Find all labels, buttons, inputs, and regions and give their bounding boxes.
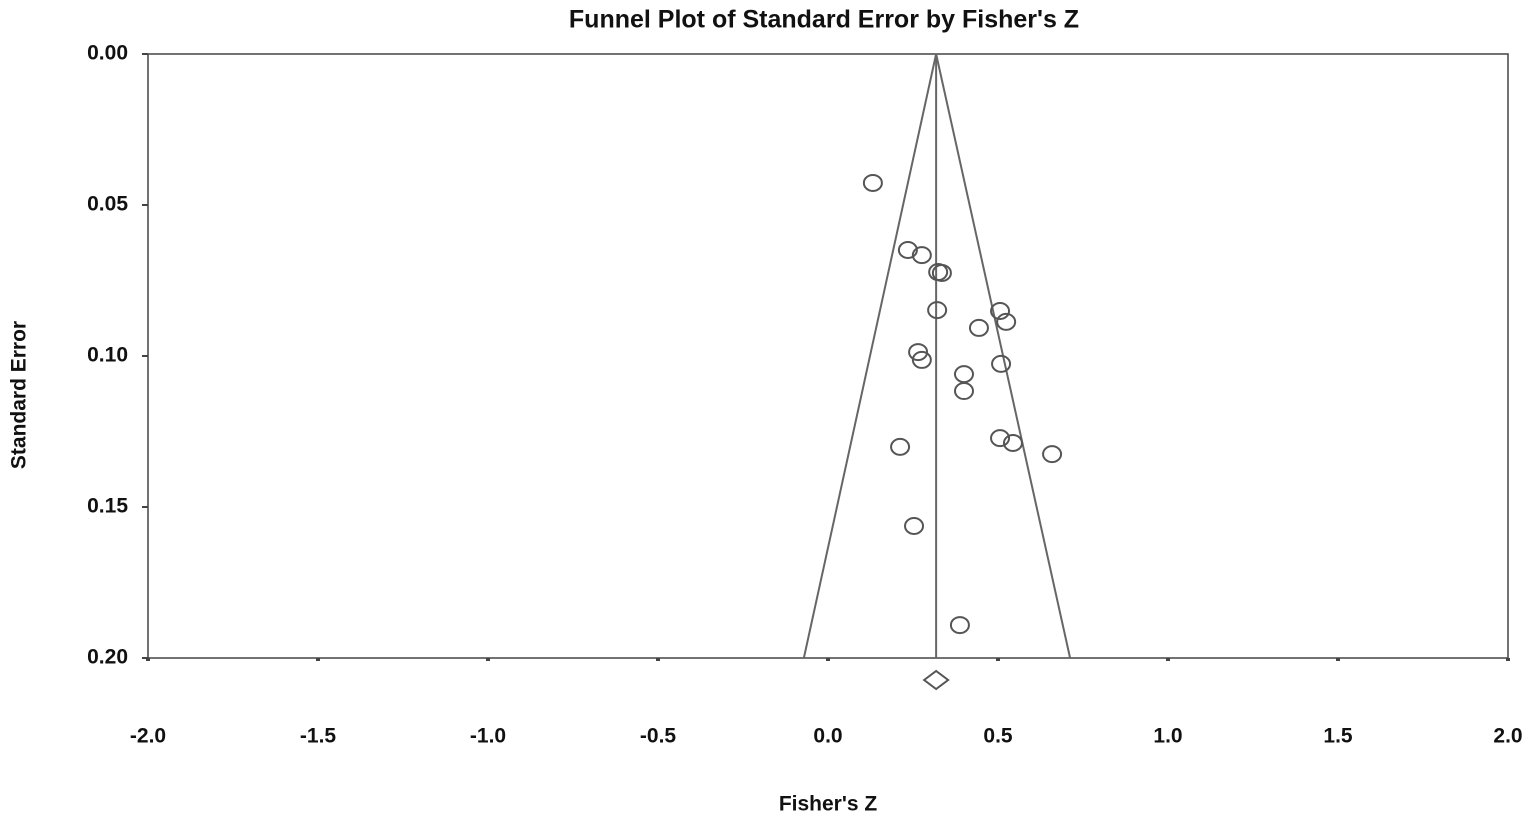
x-tick-label: -2.0: [130, 725, 166, 748]
y-tick-label: 0.20: [87, 646, 128, 669]
study-point: [968, 318, 989, 337]
study-point: [949, 616, 970, 635]
study-point: [990, 302, 1011, 321]
study-point: [927, 301, 948, 320]
y-axis-label: Standard Error: [8, 321, 31, 469]
x-tick-label: 1.0: [1153, 725, 1182, 748]
study-point: [904, 517, 925, 536]
study-point: [897, 240, 918, 259]
study-point: [931, 263, 952, 282]
x-tick-label: 0.5: [983, 725, 1013, 748]
funnel-left: [802, 53, 938, 659]
study-point: [908, 343, 929, 362]
study-point: [911, 246, 932, 265]
y-tick-label: 0.10: [87, 344, 128, 367]
x-tick-label: -0.5: [640, 725, 677, 748]
chart-title: Funnel Plot of Standard Error by Fisher'…: [569, 6, 1079, 34]
x-tick-label: 2.0: [1493, 725, 1522, 748]
x-axis-label: Fisher's Z: [779, 793, 878, 816]
y-tick-label: 0.05: [87, 193, 128, 216]
y-tick-label: 0.00: [87, 42, 128, 65]
study-point: [991, 354, 1012, 373]
study-point: [911, 350, 932, 369]
plot-frame: [147, 53, 1509, 659]
y-tick-label: 0.15: [87, 495, 128, 518]
study-point: [1042, 445, 1063, 464]
study-point: [862, 173, 883, 192]
study-point: [1002, 433, 1023, 452]
study-point: [954, 365, 974, 384]
x-tick-label: 1.5: [1323, 725, 1353, 748]
study-point: [954, 382, 974, 401]
x-tick-label: 0.0: [813, 725, 842, 748]
x-tick-label: -1.5: [300, 725, 337, 748]
study-point: [990, 429, 1011, 448]
x-tick-label: -1.0: [470, 725, 506, 748]
study-point: [890, 437, 911, 456]
summary-diamond: [922, 669, 950, 691]
study-point: [996, 312, 1017, 331]
